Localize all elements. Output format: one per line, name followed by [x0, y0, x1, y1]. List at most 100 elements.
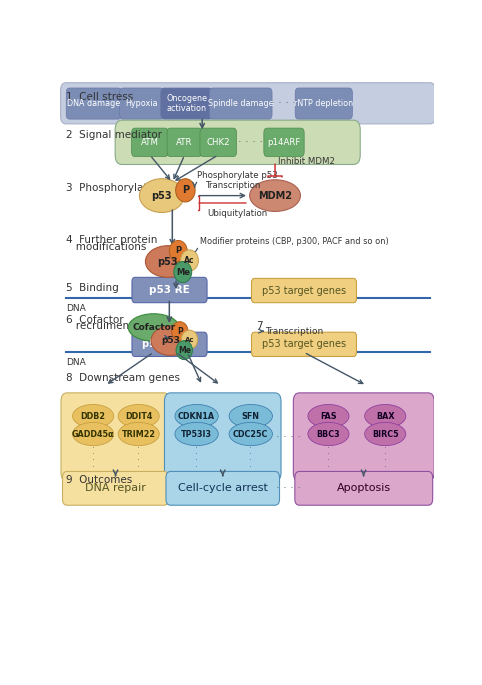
Text: ·: · — [384, 456, 387, 465]
Text: DNA: DNA — [66, 358, 86, 366]
Text: ·: · — [249, 462, 252, 472]
Ellipse shape — [118, 423, 159, 446]
FancyBboxPatch shape — [200, 128, 237, 157]
Text: p53: p53 — [158, 257, 178, 266]
Ellipse shape — [308, 404, 349, 427]
Ellipse shape — [73, 423, 114, 446]
Text: ·: · — [195, 449, 198, 459]
Text: ·: · — [92, 443, 94, 453]
Text: MDM2: MDM2 — [258, 190, 292, 201]
Text: 1  Cell stress: 1 Cell stress — [66, 92, 133, 102]
Text: p53 RE: p53 RE — [149, 285, 190, 295]
Text: ·: · — [249, 449, 252, 459]
FancyBboxPatch shape — [115, 120, 360, 164]
Text: TRIM22: TRIM22 — [121, 429, 156, 438]
Text: rNTP depletion: rNTP depletion — [294, 99, 353, 108]
Ellipse shape — [118, 404, 159, 427]
FancyBboxPatch shape — [132, 128, 168, 157]
FancyBboxPatch shape — [161, 88, 212, 119]
FancyBboxPatch shape — [61, 83, 435, 124]
Text: ·: · — [195, 443, 198, 453]
Text: ·: · — [92, 456, 94, 465]
Text: · · · ·: · · · · — [276, 432, 301, 442]
Text: ·: · — [195, 462, 198, 472]
Ellipse shape — [181, 250, 199, 271]
Text: BBC3: BBC3 — [317, 429, 340, 438]
Text: recruiment: recruiment — [66, 321, 133, 331]
Ellipse shape — [229, 423, 272, 446]
Text: ·: · — [249, 456, 252, 465]
Text: ·: · — [195, 456, 198, 465]
Text: SFN: SFN — [242, 412, 260, 421]
Ellipse shape — [128, 314, 179, 341]
Text: ·: · — [137, 449, 140, 459]
Text: Apoptosis: Apoptosis — [336, 484, 390, 493]
Ellipse shape — [174, 262, 192, 283]
Text: Spindle damage: Spindle damage — [208, 99, 273, 108]
FancyBboxPatch shape — [164, 393, 281, 481]
Text: ·: · — [384, 443, 387, 453]
Text: ·: · — [137, 443, 140, 453]
Text: Ac: Ac — [184, 256, 195, 265]
Text: DNA repair: DNA repair — [85, 484, 146, 493]
Text: GADD45α: GADD45α — [72, 429, 114, 438]
Text: 5  Binding: 5 Binding — [66, 283, 119, 293]
Text: ·: · — [249, 443, 252, 453]
Text: ·: · — [137, 462, 140, 472]
FancyBboxPatch shape — [120, 88, 164, 119]
Ellipse shape — [146, 246, 190, 277]
Text: Phosphorylate p53: Phosphorylate p53 — [197, 171, 278, 180]
FancyBboxPatch shape — [209, 88, 272, 119]
Text: Ac: Ac — [185, 336, 194, 342]
Ellipse shape — [365, 404, 406, 427]
Ellipse shape — [175, 423, 218, 446]
Text: p53 target genes: p53 target genes — [262, 286, 346, 295]
Text: ·: · — [92, 449, 94, 459]
Text: p53 target genes: p53 target genes — [262, 339, 346, 349]
Ellipse shape — [175, 404, 218, 427]
Text: p53 RE: p53 RE — [142, 339, 180, 349]
Text: Transcription: Transcription — [206, 182, 261, 190]
Ellipse shape — [181, 330, 198, 349]
FancyBboxPatch shape — [252, 332, 357, 356]
Text: TP53I3: TP53I3 — [181, 429, 212, 438]
Text: · · · ·: · · · · — [271, 99, 296, 108]
Text: DNA: DNA — [66, 303, 86, 313]
Text: Me: Me — [178, 346, 191, 355]
Text: ·: · — [327, 462, 330, 472]
Text: p14ARF: p14ARF — [268, 138, 301, 147]
FancyBboxPatch shape — [167, 128, 202, 157]
Text: CDC25C: CDC25C — [233, 429, 268, 438]
Text: CDKN1A: CDKN1A — [178, 412, 215, 421]
Text: Cofactor: Cofactor — [132, 323, 175, 332]
FancyBboxPatch shape — [295, 471, 433, 506]
Ellipse shape — [365, 423, 406, 446]
Text: P: P — [177, 327, 183, 336]
Text: · · · ·: · · · · — [276, 484, 301, 493]
Text: ·: · — [92, 462, 94, 472]
Text: ·: · — [384, 449, 387, 459]
Text: ·: · — [327, 443, 330, 453]
Text: P: P — [182, 186, 189, 195]
Text: Modifier proteins (CBP, p300, PACF and so on): Modifier proteins (CBP, p300, PACF and s… — [201, 237, 389, 246]
Text: DNA damage: DNA damage — [67, 99, 120, 108]
Text: 6  Cofactor: 6 Cofactor — [66, 314, 123, 325]
Text: p53: p53 — [161, 336, 180, 345]
Text: BAX: BAX — [376, 412, 394, 421]
Ellipse shape — [229, 404, 272, 427]
Ellipse shape — [176, 340, 192, 360]
FancyBboxPatch shape — [66, 88, 121, 119]
Text: Inhibit MDM2: Inhibit MDM2 — [278, 157, 335, 166]
FancyBboxPatch shape — [63, 471, 169, 506]
Ellipse shape — [250, 179, 300, 212]
Text: P: P — [175, 247, 181, 256]
FancyBboxPatch shape — [166, 471, 280, 506]
Text: CHK2: CHK2 — [206, 138, 230, 147]
Text: DDB2: DDB2 — [80, 412, 106, 421]
Text: BIRC5: BIRC5 — [372, 429, 399, 438]
Text: modifications: modifications — [66, 242, 146, 252]
Text: ·: · — [327, 449, 330, 459]
Text: 8  Downstream genes: 8 Downstream genes — [66, 373, 180, 382]
Text: 4  Further protein: 4 Further protein — [66, 236, 157, 245]
Text: FAS: FAS — [320, 412, 337, 421]
